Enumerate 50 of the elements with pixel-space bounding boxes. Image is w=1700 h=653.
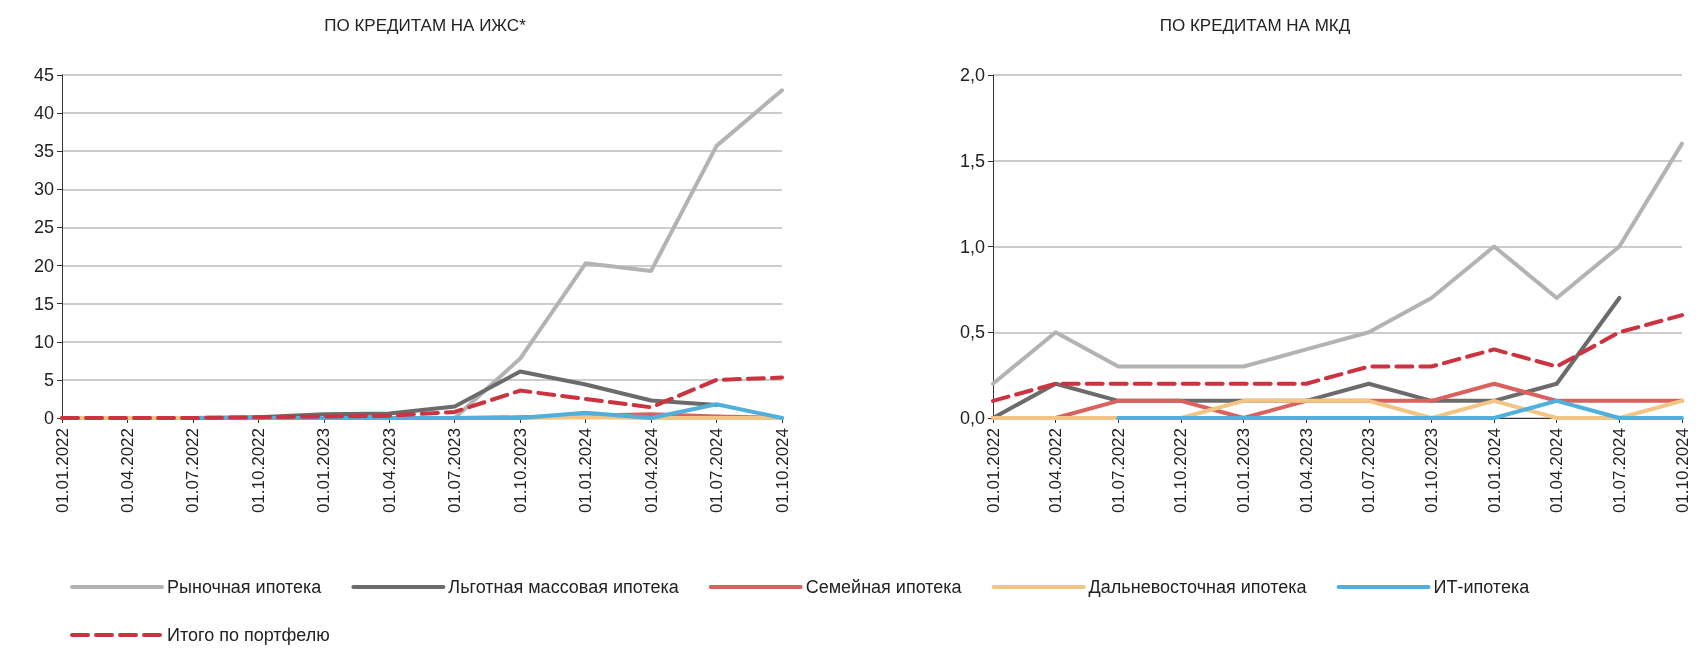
x-tick-label: 01.07.2022 [183, 428, 203, 514]
x-tick-label: 01.10.2023 [1421, 428, 1441, 514]
x-tick-label: 01.10.2022 [1171, 428, 1191, 514]
x-tick-label: 01.07.2023 [1359, 428, 1379, 514]
y-tick-label: 20 [33, 255, 54, 276]
x-tick-label: 01.07.2024 [707, 428, 727, 514]
x-tick-label: 01.04.2023 [379, 428, 399, 514]
x-tick-label: 01.01.2022 [983, 428, 1003, 514]
y-tick-label: 0,5 [959, 322, 985, 343]
x-tick-label: 01.04.2024 [641, 428, 661, 514]
x-tick-label: 01.01.2022 [52, 428, 72, 514]
x-tick-label: 01.10.2024 [1672, 428, 1692, 514]
legend-label: Семейная ипотека [805, 577, 963, 597]
y-tick-label: 45 [33, 65, 54, 85]
x-tick-label: 01.10.2022 [248, 428, 268, 514]
y-tick-label: 5 [43, 369, 54, 390]
legend-label: Льготная массовая ипотека [448, 577, 680, 597]
y-tick-label: 0,0 [959, 408, 985, 428]
y-tick-label: 40 [33, 103, 54, 124]
x-tick-label: 01.10.2024 [772, 428, 792, 514]
y-tick-label: 2,0 [959, 65, 985, 85]
x-tick-label: 01.07.2023 [445, 428, 465, 514]
x-tick-label: 01.07.2022 [1108, 428, 1128, 514]
x-tick-label: 01.01.2024 [1484, 428, 1504, 514]
x-tick-label: 01.04.2023 [1296, 428, 1316, 514]
x-tick-label: 01.01.2023 [314, 428, 334, 514]
x-tick-label: 01.04.2022 [1046, 428, 1066, 514]
x-tick-label: 01.01.2023 [1234, 428, 1254, 514]
y-tick-label: 1,0 [959, 236, 985, 257]
x-tick-label: 01.04.2024 [1547, 428, 1567, 514]
y-tick-label: 15 [33, 293, 54, 314]
line-series [60, 375, 784, 420]
y-tick-label: 10 [33, 331, 54, 352]
y-tick-label: 0 [43, 408, 54, 428]
chart-title: ПО КРЕДИТАМ НА ИЖС* [324, 16, 527, 35]
legend-label: Рыночная ипотека [167, 577, 323, 597]
x-tick-label: 01.01.2024 [576, 428, 596, 514]
legend-label: ИТ-ипотека [1433, 577, 1531, 597]
legend-label: Дальневосточная ипотека [1088, 577, 1308, 597]
y-tick-label: 25 [33, 217, 54, 238]
x-tick-label: 01.04.2022 [117, 428, 137, 514]
y-tick-label: 30 [33, 179, 54, 200]
y-tick-label: 1,5 [959, 150, 985, 171]
line-series [991, 313, 1684, 403]
x-tick-label: 01.10.2023 [510, 428, 530, 514]
y-tick-label: 35 [33, 141, 54, 162]
line-series [991, 141, 1684, 386]
legend-label: Итого по портфелю [167, 625, 330, 645]
chart-title: ПО КРЕДИТАМ НА МКД [1159, 16, 1351, 35]
x-tick-label: 01.07.2024 [1609, 428, 1629, 514]
